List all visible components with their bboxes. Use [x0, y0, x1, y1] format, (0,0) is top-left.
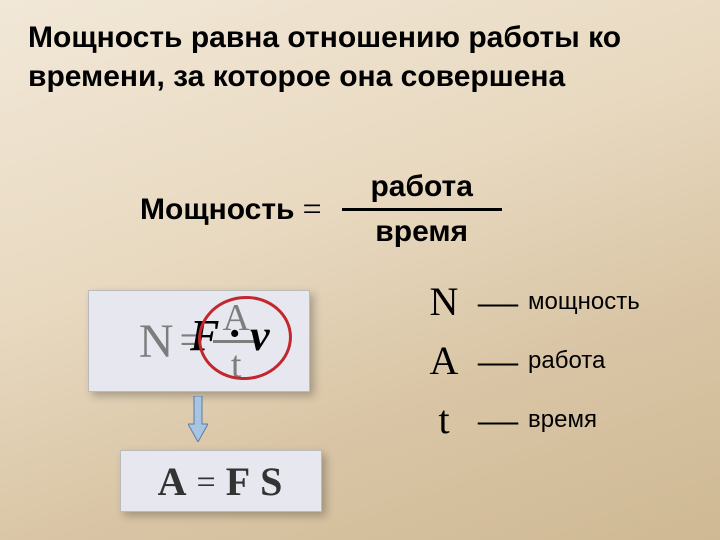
heading: Мощность равна отношению работы ко време…	[28, 18, 688, 96]
word-fraction: Мощность = работа время	[140, 170, 502, 249]
equals-sign: =	[197, 464, 218, 502]
symbol-f: F	[190, 310, 219, 361]
legend-symbol: t	[420, 396, 468, 443]
legend-row: t — время	[420, 396, 640, 443]
legend-word: время	[528, 406, 597, 434]
legend-row: N — мощность	[420, 278, 640, 325]
overlay-f-dot-v: F · v	[190, 310, 270, 361]
legend-row: A — работа	[420, 337, 640, 384]
symbol-a: A	[158, 458, 189, 505]
legend-dash: —	[478, 396, 518, 443]
symbol-v: v	[250, 310, 270, 361]
legend-word: мощность	[528, 288, 640, 316]
symbol-s: S	[260, 458, 284, 505]
word-fraction-numerator: работа	[370, 170, 473, 204]
legend-dash: —	[478, 337, 518, 384]
legend-symbol: A	[420, 337, 468, 384]
fraction-bar	[342, 208, 502, 211]
dot-icon: ·	[227, 308, 242, 359]
word-fraction-denominator: время	[375, 215, 468, 249]
legend-dash: —	[478, 278, 518, 325]
word-fraction-lhs: Мощность	[140, 193, 295, 227]
symbol-n: N	[139, 314, 174, 369]
symbol-f: F	[226, 458, 252, 505]
legend-word: работа	[528, 347, 605, 375]
word-fraction-rhs: работа время	[342, 170, 502, 249]
down-arrow-icon	[188, 396, 208, 442]
equals-sign: =	[303, 191, 322, 229]
legend: N — мощность A — работа t — время	[420, 278, 640, 455]
formula-box-a-equals-f-s: A = F S	[120, 450, 322, 512]
legend-symbol: N	[420, 278, 468, 325]
